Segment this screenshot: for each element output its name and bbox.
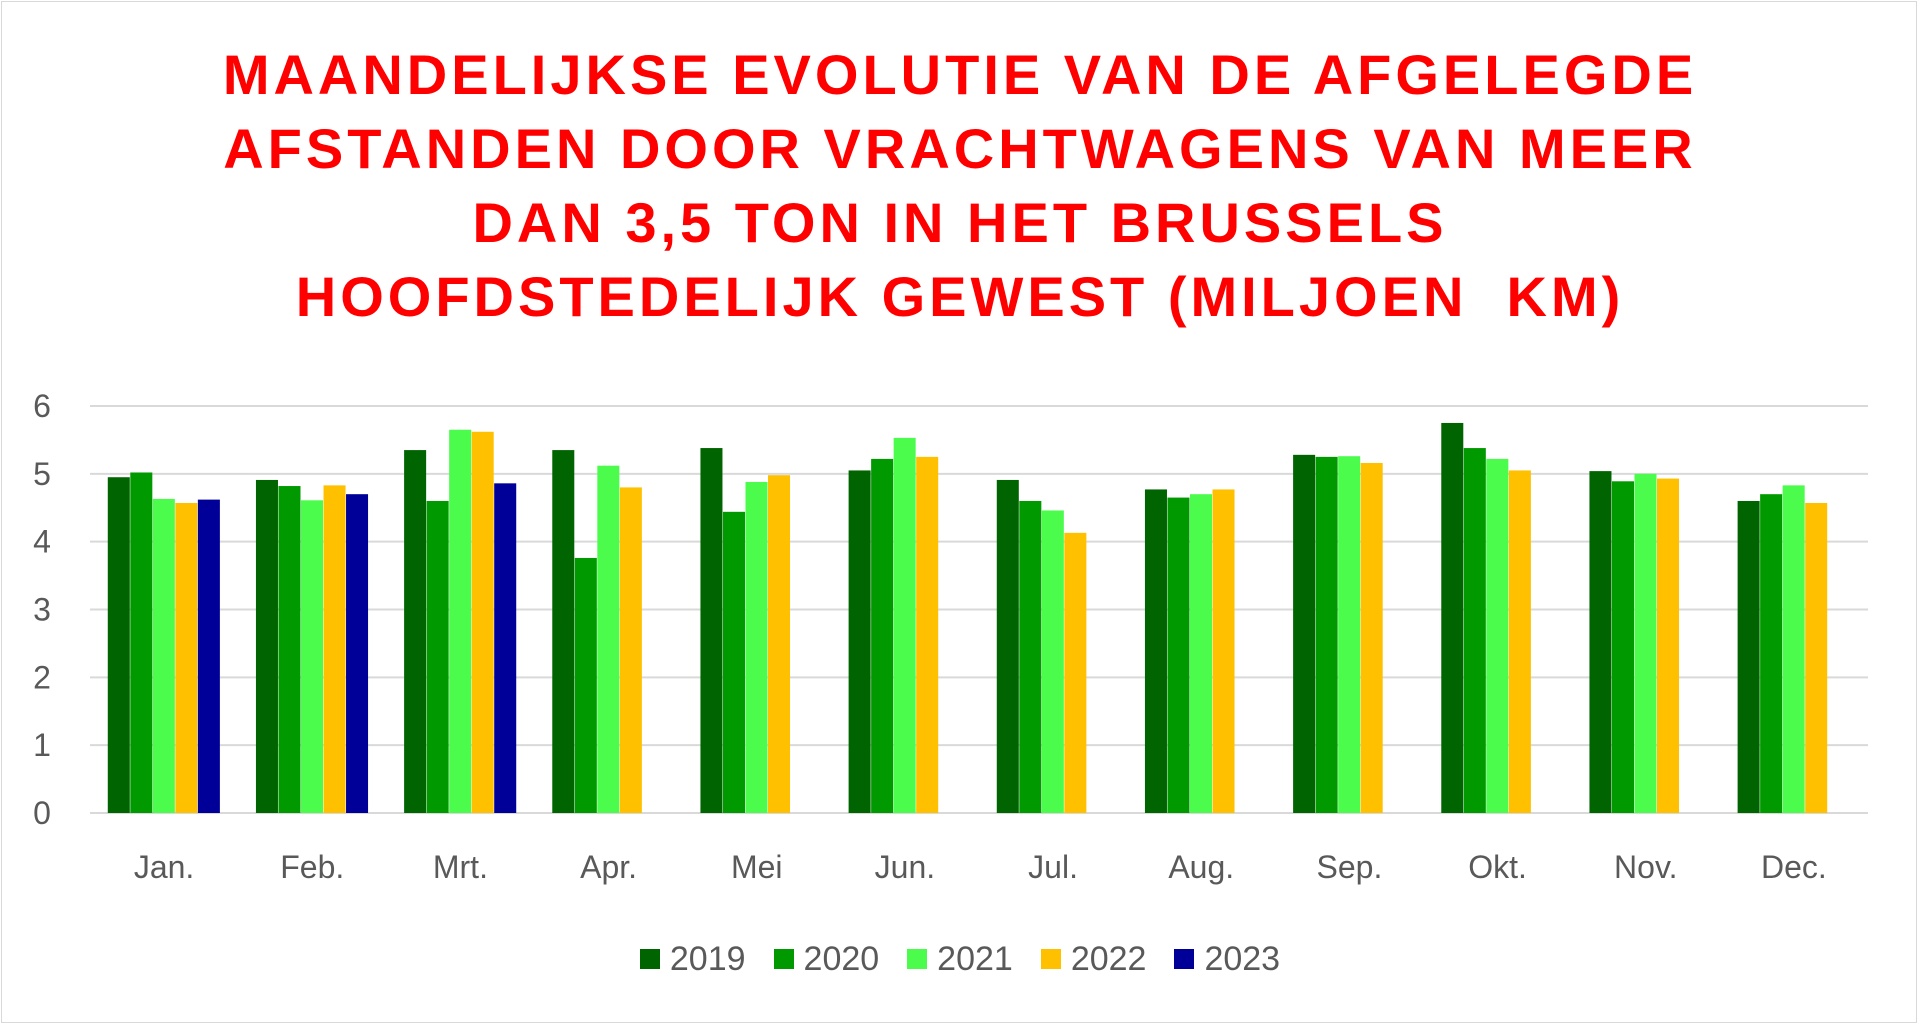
- y-tick-label: 4: [33, 524, 51, 560]
- gridlines: [90, 405, 1868, 814]
- bar-2021-3: [449, 429, 472, 813]
- legend-swatch: [639, 949, 660, 969]
- legend-label: 2019: [669, 939, 746, 978]
- bar-2022-5: [768, 475, 791, 813]
- bar-2020-7: [1019, 500, 1042, 813]
- bar-2022-6: [916, 456, 939, 813]
- bar-2022-3: [471, 431, 494, 813]
- bar-2021-2: [300, 500, 324, 813]
- legend-item-2022: 2022: [1040, 939, 1147, 979]
- x-tick-label: Apr.: [580, 849, 637, 885]
- bar-2021-4: [597, 465, 620, 813]
- bar-2020-1: [130, 472, 153, 813]
- y-tick-label: 0: [33, 795, 51, 831]
- legend-label: 2020: [803, 939, 880, 978]
- legend-swatch: [1174, 949, 1195, 969]
- bar-2023-2: [346, 494, 369, 813]
- chart-title-line-1: MAANDELIJKSE EVOLUTIE VAN DE AFGELEGDE: [222, 43, 1698, 106]
- bar-2020-10: [1463, 448, 1486, 813]
- bar-2021-5: [745, 481, 768, 813]
- bar-2020-4: [574, 557, 597, 813]
- x-tick-label: Nov.: [1614, 849, 1677, 885]
- bar-2021-6: [893, 437, 916, 813]
- bar-2020-12: [1760, 494, 1783, 813]
- x-tick-label: Okt.: [1468, 849, 1527, 885]
- y-tick-label: 6: [33, 388, 51, 424]
- bar-2019-4: [552, 450, 575, 813]
- legend-swatch: [1040, 949, 1061, 969]
- legend-swatch: [907, 949, 928, 969]
- chart-title-line-2: AFSTANDEN DOOR VRACHTWAGENS VAN MEER: [223, 117, 1697, 180]
- bar-2021-10: [1486, 458, 1509, 813]
- bar-2022-7: [1064, 532, 1087, 813]
- bar-2019-6: [848, 470, 871, 813]
- bar-2020-2: [278, 486, 301, 813]
- bar-2019-8: [1144, 489, 1167, 813]
- x-tick-label: Mei: [731, 849, 783, 885]
- bar-2019-12: [1737, 500, 1760, 813]
- legend-item-2021: 2021: [907, 940, 1013, 979]
- bar-2019-2: [255, 479, 278, 813]
- bar-2022-4: [619, 487, 642, 813]
- bar-2022-10: [1508, 470, 1531, 813]
- x-tick-label: Jul.: [1028, 849, 1078, 885]
- bar-2019-1: [107, 477, 130, 813]
- bar-2019-10: [1441, 422, 1464, 813]
- y-axis-ticks: 0 1 2 3 4 5 6: [33, 388, 51, 831]
- y-tick-label: 3: [33, 592, 51, 628]
- x-tick-label: Jun.: [875, 849, 935, 885]
- bar-2020-11: [1611, 481, 1634, 813]
- bar-2022-1: [175, 503, 198, 813]
- bar-2020-6: [871, 458, 894, 813]
- y-tick-label: 5: [33, 456, 51, 492]
- bar-2022-8: [1212, 489, 1235, 813]
- legend-item-2020: 2020: [773, 939, 880, 979]
- bar-2021-9: [1338, 456, 1361, 813]
- bar-2020-8: [1167, 497, 1190, 813]
- bar-2022-9: [1360, 462, 1383, 813]
- bar-2019-5: [700, 448, 723, 813]
- legend-label: 2023: [1204, 939, 1281, 978]
- bar-2019-9: [1293, 454, 1316, 813]
- bar-2022-2: [323, 485, 346, 813]
- bar-2021-1: [152, 498, 175, 813]
- bar-2019-11: [1589, 471, 1612, 813]
- bar-2021-7: [1041, 510, 1064, 813]
- legend-item-2019: 2019: [639, 939, 746, 979]
- x-tick-label: Feb.: [280, 849, 344, 885]
- y-tick-label: 1: [33, 727, 51, 763]
- legend-item-2023: 2023: [1174, 940, 1280, 979]
- bar-2022-12: [1805, 503, 1828, 813]
- legend-label: 2021: [937, 939, 1013, 978]
- x-tick-label: Dec.: [1761, 849, 1827, 885]
- legend-label: 2022: [1070, 939, 1147, 978]
- x-tick-label: Aug.: [1168, 849, 1234, 885]
- legend: 2019 2020 2021 2022 2023: [0, 934, 1920, 984]
- bar-2023-3: [494, 483, 517, 813]
- bar-2020-9: [1315, 456, 1338, 813]
- chart-title: MAANDELIJKSE EVOLUTIE VAN DE AFGELEGDE A…: [160, 38, 1760, 334]
- bar-2021-11: [1634, 473, 1657, 813]
- bars: [107, 422, 1828, 813]
- x-axis-ticks: Jan. Feb. Mrt. Apr. Mei Jun. Jul. Aug. Sep. Okt. N…: [134, 849, 1827, 885]
- chart-title-line-3: DAN 3,5 TON IN HET BRUSSELS: [472, 191, 1448, 254]
- x-tick-label: Mrt.: [433, 849, 488, 885]
- x-tick-label: Sep.: [1317, 849, 1383, 885]
- legend-swatch: [773, 949, 794, 969]
- bar-2020-3: [426, 500, 449, 813]
- bar-2020-5: [722, 511, 745, 813]
- chart-title-line-4: HOOFDSTEDELIJK GEWEST (MILJOEN KM): [295, 265, 1625, 328]
- bar-2021-8: [1189, 494, 1213, 813]
- y-tick-label: 2: [33, 659, 51, 695]
- bar-2019-7: [996, 479, 1019, 813]
- bar-2021-12: [1782, 485, 1805, 813]
- bar-2023-1: [197, 499, 220, 813]
- x-tick-label: Jan.: [134, 849, 194, 885]
- bar-2019-3: [404, 450, 427, 813]
- bar-2022-11: [1657, 478, 1680, 813]
